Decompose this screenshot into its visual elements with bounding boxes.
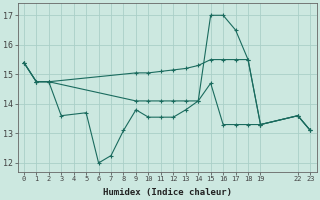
X-axis label: Humidex (Indice chaleur): Humidex (Indice chaleur): [103, 188, 232, 197]
